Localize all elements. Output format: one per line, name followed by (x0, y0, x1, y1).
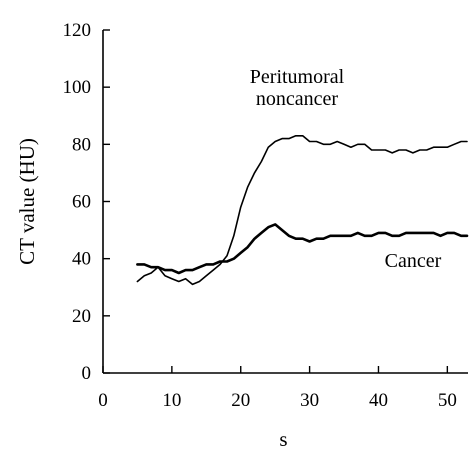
peritumoral-annotation-line: noncancer (256, 88, 339, 110)
y-tick-label: 20 (72, 306, 91, 327)
y-tick-label: 120 (63, 20, 92, 41)
peritumoral-series-line (136, 135, 468, 286)
y-tick-label: 80 (72, 134, 91, 155)
y-tick-label: 60 (72, 192, 91, 213)
y-tick-label: 40 (72, 249, 91, 270)
x-tick-label: 40 (369, 390, 388, 411)
y-axis-title: CT value (HU) (15, 138, 39, 265)
axes (102, 29, 468, 374)
x-tick-label: 20 (231, 390, 250, 411)
peritumoral-annotation-line: Peritumoral (250, 66, 345, 88)
cancer-annotation-line: Cancer (385, 250, 442, 272)
x-tick-label: 0 (98, 390, 108, 411)
x-tick-label: 50 (438, 390, 457, 411)
x-axis-title: s (279, 427, 287, 451)
x-tick-label: 30 (300, 390, 319, 411)
cancer-series-line (136, 223, 469, 275)
y-tick-label: 100 (63, 77, 92, 98)
labels: 0 20 40 60 80 100 120 0 10 20 30 40 50 s CT value (HU)… (15, 20, 457, 451)
plot-area (136, 135, 469, 286)
x-tick-label: 10 (162, 390, 181, 411)
y-tick-label: 0 (82, 363, 92, 384)
